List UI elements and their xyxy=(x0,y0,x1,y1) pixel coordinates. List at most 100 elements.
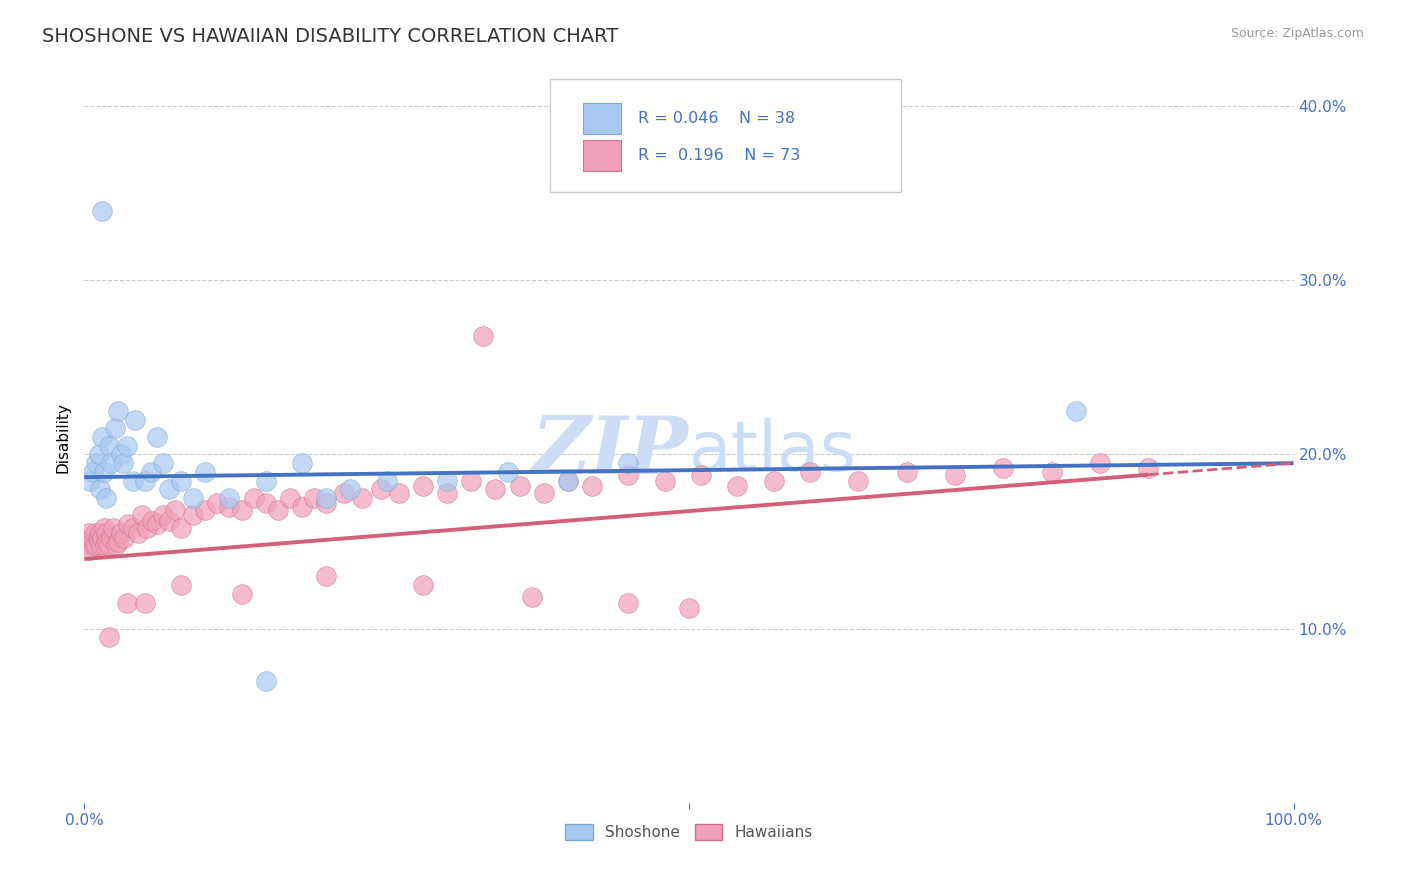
Point xyxy=(617,468,640,483)
Text: R =  0.196    N = 73: R = 0.196 N = 73 xyxy=(638,148,800,163)
Point xyxy=(89,483,111,497)
Point xyxy=(315,569,337,583)
Point xyxy=(136,521,159,535)
FancyBboxPatch shape xyxy=(582,140,621,171)
Point xyxy=(436,485,458,500)
Point xyxy=(943,468,966,483)
Point xyxy=(557,474,579,488)
Point xyxy=(218,491,240,505)
Point xyxy=(112,456,135,470)
Point xyxy=(91,430,114,444)
Point xyxy=(104,538,127,552)
Point xyxy=(412,578,434,592)
Point xyxy=(152,508,174,523)
Text: ZIP: ZIP xyxy=(531,413,689,491)
Point xyxy=(278,491,301,505)
Point xyxy=(90,538,112,552)
Y-axis label: Disability: Disability xyxy=(55,401,70,473)
Point xyxy=(581,479,603,493)
Point xyxy=(157,483,180,497)
Point xyxy=(115,595,138,609)
Point xyxy=(121,521,143,535)
Point xyxy=(496,465,519,479)
Point xyxy=(339,483,361,497)
Point xyxy=(77,525,100,540)
Point xyxy=(121,474,143,488)
Point xyxy=(80,531,103,545)
Point xyxy=(170,474,193,488)
Point xyxy=(1137,461,1160,475)
Point xyxy=(375,474,398,488)
Point xyxy=(412,479,434,493)
Point xyxy=(97,439,120,453)
Point xyxy=(315,491,337,505)
FancyBboxPatch shape xyxy=(550,78,901,192)
Point xyxy=(181,491,204,505)
Point xyxy=(388,485,411,500)
Point xyxy=(152,456,174,470)
Point xyxy=(254,474,277,488)
Point xyxy=(533,485,555,500)
Point xyxy=(117,517,139,532)
Point xyxy=(87,534,110,549)
Point xyxy=(100,456,122,470)
Point xyxy=(79,474,101,488)
Point xyxy=(86,456,108,470)
Point xyxy=(104,421,127,435)
Point xyxy=(91,203,114,218)
Point xyxy=(86,531,108,545)
Point xyxy=(472,329,495,343)
Point xyxy=(82,465,104,479)
Point xyxy=(267,503,290,517)
Point xyxy=(617,595,640,609)
Point xyxy=(194,503,217,517)
Point xyxy=(1064,404,1087,418)
Point xyxy=(846,474,869,488)
Point xyxy=(94,525,117,540)
Point xyxy=(97,538,120,552)
Text: R = 0.046    N = 38: R = 0.046 N = 38 xyxy=(638,111,796,126)
Point xyxy=(170,521,193,535)
Point xyxy=(107,534,129,549)
Point xyxy=(146,430,169,444)
Point xyxy=(242,491,264,505)
Point xyxy=(134,595,156,609)
Point xyxy=(96,534,118,549)
Point xyxy=(94,491,117,505)
Point xyxy=(110,525,132,540)
Point xyxy=(654,474,676,488)
Point xyxy=(93,521,115,535)
Point xyxy=(83,538,105,552)
Point xyxy=(89,525,111,540)
Point xyxy=(82,534,104,549)
Point xyxy=(110,448,132,462)
Point xyxy=(93,465,115,479)
Point xyxy=(333,485,356,500)
Point xyxy=(291,500,314,514)
Point xyxy=(77,538,100,552)
Point xyxy=(103,521,125,535)
Point xyxy=(218,500,240,514)
Text: SHOSHONE VS HAWAIIAN DISABILITY CORRELATION CHART: SHOSHONE VS HAWAIIAN DISABILITY CORRELAT… xyxy=(42,27,619,45)
Point xyxy=(124,412,146,426)
Legend: Shoshone, Hawaiians: Shoshone, Hawaiians xyxy=(560,818,818,847)
Point xyxy=(100,531,122,545)
Point xyxy=(436,474,458,488)
Point xyxy=(254,673,277,688)
Point xyxy=(557,474,579,488)
Point xyxy=(91,531,114,545)
Point xyxy=(291,456,314,470)
Point xyxy=(896,465,918,479)
Point xyxy=(1040,465,1063,479)
Point xyxy=(157,514,180,528)
Point xyxy=(139,465,162,479)
Point xyxy=(141,514,163,528)
Point xyxy=(170,578,193,592)
Point xyxy=(352,491,374,505)
Point xyxy=(254,496,277,510)
Point xyxy=(231,587,253,601)
Point xyxy=(79,543,101,558)
Point xyxy=(617,456,640,470)
Point xyxy=(302,491,325,505)
Point xyxy=(84,525,107,540)
